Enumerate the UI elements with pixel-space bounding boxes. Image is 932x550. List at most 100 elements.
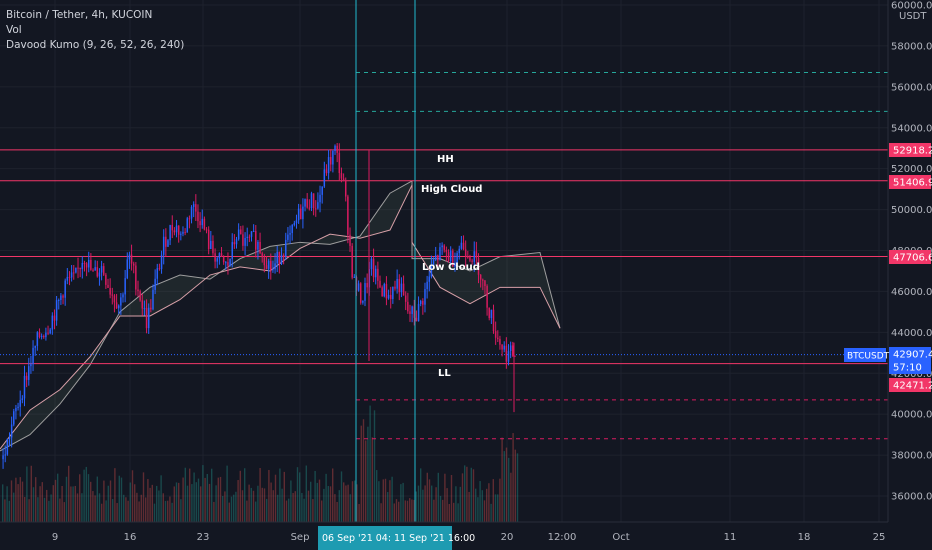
time-tick-label: 16 [124, 532, 137, 543]
volume-bar [457, 503, 459, 522]
candle-body [111, 294, 114, 296]
volume-bar [112, 498, 114, 522]
candle-body [428, 276, 431, 282]
price-tag-bg [889, 175, 931, 189]
candle-body [227, 262, 229, 266]
candle-body [471, 260, 473, 262]
candle-body [404, 295, 407, 302]
volume-bar [373, 410, 376, 522]
candle-body [267, 260, 270, 269]
volume-bar [450, 475, 453, 522]
candle-body [192, 204, 195, 207]
candle-body [162, 236, 165, 255]
candle-body [94, 267, 96, 271]
volume-bar [413, 499, 415, 522]
candle-body [265, 265, 268, 269]
candle-body [77, 267, 79, 269]
candle-body [295, 220, 298, 224]
time-axis[interactable]: 9 16 23 Sep 20 12:00 Oct 11 18 25 06 Sep '21 04: 1… [0, 521, 888, 550]
candle-body [317, 202, 319, 209]
candle-body [53, 315, 56, 321]
candle-body [342, 178, 345, 180]
volume-legend[interactable]: Vol [6, 24, 22, 36]
candle-body [218, 253, 221, 259]
candle-body [105, 274, 107, 285]
candle-body [336, 145, 338, 153]
volume-bar [61, 485, 63, 522]
price-tick-label: 56000.0 [891, 82, 932, 93]
candle-body [139, 291, 141, 301]
price-tick-label: 58000.0 [891, 41, 932, 52]
volume-bar [226, 465, 228, 522]
price-tag-bg [889, 143, 931, 157]
volume-bar [312, 499, 314, 522]
candle-body [482, 279, 484, 281]
candle-body [492, 309, 495, 332]
candle-body [460, 242, 463, 249]
candle-body [422, 300, 424, 305]
candle-body [199, 221, 201, 226]
candle-body [452, 250, 454, 267]
volume-bar [472, 469, 475, 522]
price-tag-label: 42471.2 [893, 381, 932, 392]
candle-body [21, 398, 24, 401]
volume-bar [512, 433, 514, 522]
volume-bar [52, 485, 54, 522]
volume-bar [270, 482, 272, 522]
volume-bar [230, 496, 233, 522]
candle-body [171, 225, 174, 231]
price-tag-label: 52918.2 [893, 146, 932, 157]
volume-bar [26, 466, 28, 522]
candle-body [377, 268, 379, 281]
annotation-label: HH [437, 154, 454, 165]
volume-bar [202, 465, 204, 522]
candle-body [344, 179, 347, 197]
candle-body [6, 438, 9, 455]
volume-bar [266, 498, 268, 522]
symbol-tag-label: BTCUSDT [847, 352, 890, 362]
candle-body [60, 295, 62, 301]
candle-body [340, 173, 343, 179]
candle-body [4, 454, 6, 456]
volume-bar [411, 499, 413, 522]
candle-body [505, 345, 508, 362]
symbol-title[interactable]: Bitcoin / Tether, 4h, KUCOIN [6, 9, 153, 21]
price-tag-label: 57:10 [893, 363, 922, 374]
candle-body [402, 283, 405, 296]
indicator-legend[interactable]: Davood Kumo (9, 26, 52, 26, 240) [6, 39, 185, 51]
volume-bar [272, 490, 274, 522]
annotation-label: LL [438, 368, 451, 379]
volume-bar [217, 477, 219, 522]
volume-bar [477, 497, 479, 522]
candle-body [434, 255, 437, 260]
candle-body [38, 332, 41, 337]
candle-body [13, 411, 15, 425]
candle-body [497, 337, 499, 339]
candle-body [302, 206, 304, 220]
volume-bar [158, 490, 160, 522]
candle-body [430, 265, 433, 277]
volume-bar [327, 486, 329, 522]
cloud-line-a [0, 180, 561, 452]
cloud-line-b [0, 184, 561, 450]
candle-body [454, 262, 456, 267]
volume-bar [439, 495, 442, 522]
candle-body [319, 194, 321, 203]
volume-bar [318, 479, 321, 522]
volume-bar [459, 486, 461, 522]
candle-body [417, 303, 420, 322]
volume-bar [151, 484, 153, 522]
candle-body [25, 375, 28, 380]
price-tag-label: 47706.6 [893, 253, 932, 264]
candle-body [364, 283, 366, 301]
price-tick-label: 38000.0 [891, 451, 932, 462]
volume-bar [279, 468, 281, 522]
volume-bar [501, 437, 503, 522]
candle-body [300, 208, 302, 220]
candle-body [458, 248, 460, 254]
volume-bar [76, 493, 79, 522]
volume-bar [345, 485, 347, 522]
candle-body [28, 366, 30, 380]
